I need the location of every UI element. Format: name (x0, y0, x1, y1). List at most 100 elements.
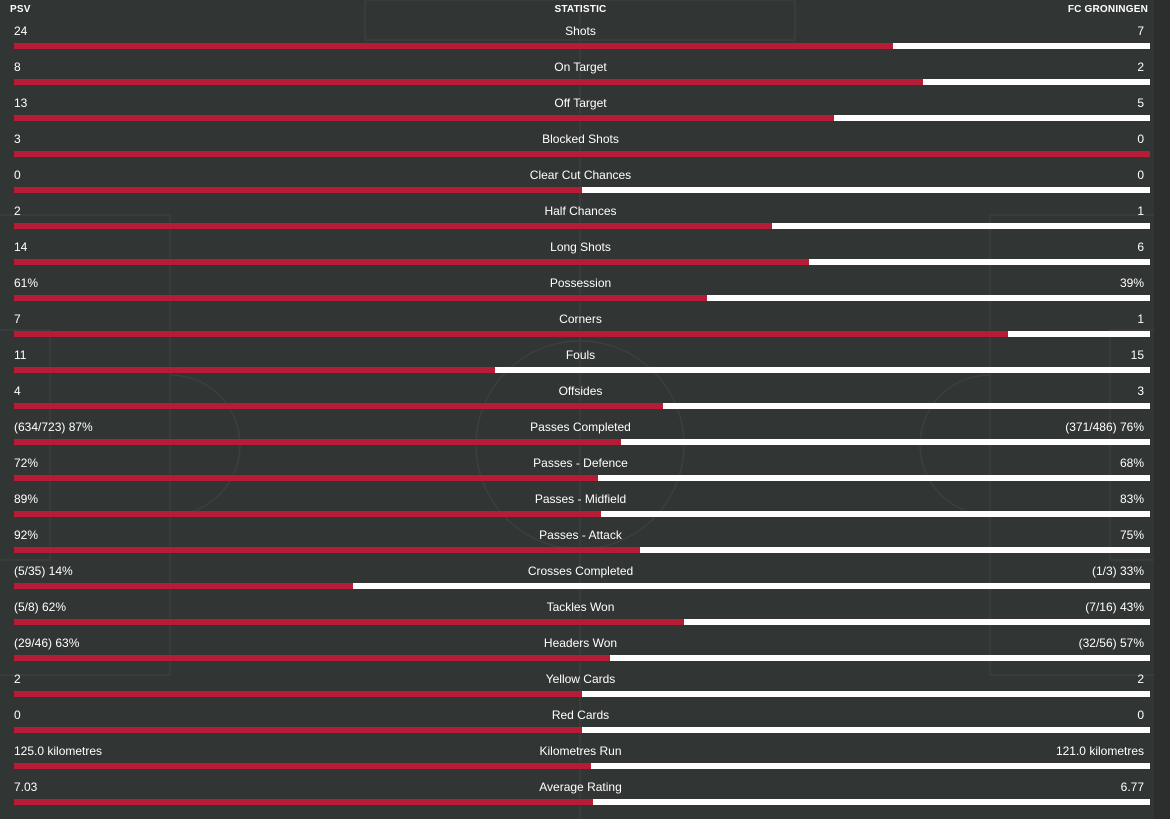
home-value: 14 (14, 240, 28, 254)
home-value: 125.0 kilometres (14, 744, 103, 758)
comparison-bar (14, 511, 1150, 517)
home-share-fill (14, 115, 835, 121)
stats-list: 24 Shots 7 8 On Target 2 13 Off Target 5 3 Blocked… (0, 18, 1170, 810)
comparison-bar (14, 295, 1150, 301)
home-share-fill (14, 619, 685, 625)
stat-name: Passes - Attack (539, 528, 622, 542)
comparison-bar (14, 799, 1150, 805)
home-value: 0 (14, 168, 21, 182)
away-value: 6 (1137, 240, 1144, 254)
home-share-fill (14, 547, 640, 553)
stat-name: Corners (559, 312, 602, 326)
comparison-bar (14, 691, 1150, 697)
home-share-fill (14, 655, 611, 661)
home-share-fill (14, 151, 1150, 157)
home-share-fill (14, 187, 582, 193)
stat-row: 4 Offsides 3 (0, 378, 1170, 414)
stat-row: 0 Red Cards 0 (0, 702, 1170, 738)
home-value: 7 (14, 312, 21, 326)
away-value: 68% (1119, 456, 1144, 470)
away-value: 1 (1137, 204, 1144, 218)
home-share-fill (14, 727, 582, 733)
away-value: 39% (1119, 276, 1144, 290)
home-share-fill (14, 403, 663, 409)
stat-row: 72% Passes - Defence 68% (0, 450, 1170, 486)
home-value: (5/8) 62% (14, 600, 67, 614)
home-share-fill (14, 511, 602, 517)
away-value: 75% (1119, 528, 1144, 542)
home-value: 7.03 (14, 780, 38, 794)
stat-name: Half Chances (544, 204, 617, 218)
stat-row: 7 Corners 1 (0, 306, 1170, 342)
away-value: 0 (1137, 132, 1144, 146)
home-value: 61% (14, 276, 39, 290)
home-value: 92% (14, 528, 39, 542)
away-value: (7/16) 43% (1085, 600, 1144, 614)
comparison-bar (14, 583, 1150, 589)
home-share-fill (14, 439, 621, 445)
stat-row: (5/35) 14% Crosses Completed (1/3) 33% (0, 558, 1170, 594)
statistic-column-title: STATISTIC (554, 4, 607, 15)
scrollbar[interactable] (1154, 0, 1170, 819)
stat-row: 24 Shots 7 (0, 18, 1170, 54)
stat-row: 7.03 Average Rating 6.77 (0, 774, 1170, 810)
home-value: 89% (14, 492, 39, 506)
stat-name: On Target (554, 60, 607, 74)
home-value: (29/46) 63% (14, 636, 80, 650)
home-value: 72% (14, 456, 39, 470)
home-value: 13 (14, 96, 28, 110)
home-share-fill (14, 223, 772, 229)
stat-row: 13 Off Target 5 (0, 90, 1170, 126)
comparison-bar (14, 151, 1150, 157)
home-share-fill (14, 295, 707, 301)
away-value: 7 (1137, 24, 1144, 38)
comparison-bar (14, 223, 1150, 229)
stat-row: 8 On Target 2 (0, 54, 1170, 90)
stat-row: 3 Blocked Shots 0 (0, 126, 1170, 162)
comparison-bar (14, 115, 1150, 121)
stat-name: Kilometres Run (539, 744, 622, 758)
stat-name: Passes - Defence (533, 456, 628, 470)
stat-row: 0 Clear Cut Chances 0 (0, 162, 1170, 198)
home-value: 24 (14, 24, 28, 38)
away-value: 0 (1137, 708, 1144, 722)
away-value: 6.77 (1120, 780, 1144, 794)
home-share-fill (14, 79, 923, 85)
stat-name: Fouls (565, 348, 596, 362)
home-share-fill (14, 691, 582, 697)
home-team-name: PSV (10, 4, 31, 15)
home-value: (634/723) 87% (14, 420, 93, 434)
comparison-bar (14, 439, 1150, 445)
stat-name: Clear Cut Chances (529, 168, 632, 182)
home-value: 11 (14, 348, 27, 362)
home-share-fill (14, 475, 598, 481)
stat-name: Offsides (558, 384, 603, 398)
home-value: (5/35) 14% (14, 564, 73, 578)
stat-row: 2 Half Chances 1 (0, 198, 1170, 234)
away-value: 15 (1130, 348, 1144, 362)
home-value: 2 (14, 204, 21, 218)
home-share-fill (14, 43, 894, 49)
away-value: (371/486) 76% (1065, 420, 1144, 434)
stat-name: Crosses Completed (527, 564, 634, 578)
stat-row: (634/723) 87% Passes Completed (371/486) 7… (0, 414, 1170, 450)
away-value: 121.0 kilometres (1055, 744, 1144, 758)
comparison-bar (14, 547, 1150, 553)
comparison-bar (14, 619, 1150, 625)
comparison-bar (14, 187, 1150, 193)
away-value: (1/3) 33% (1091, 564, 1144, 578)
away-value: 0 (1137, 168, 1144, 182)
home-share-fill (14, 331, 1008, 337)
stat-row: (5/8) 62% Tackles Won (7/16) 43% (0, 594, 1170, 630)
away-value: 3 (1137, 384, 1144, 398)
stat-name: Tackles Won (546, 600, 615, 614)
away-value: 2 (1137, 672, 1144, 686)
stat-row: 92% Passes - Attack 75% (0, 522, 1170, 558)
home-value: 2 (14, 672, 21, 686)
stat-name: Average Rating (539, 780, 622, 794)
home-share-fill (14, 259, 810, 265)
stat-name: Passes - Midfield (534, 492, 627, 506)
stat-row: (29/46) 63% Headers Won (32/56) 57% (0, 630, 1170, 666)
home-value: 8 (14, 60, 21, 74)
stat-name: Shots (565, 24, 596, 38)
